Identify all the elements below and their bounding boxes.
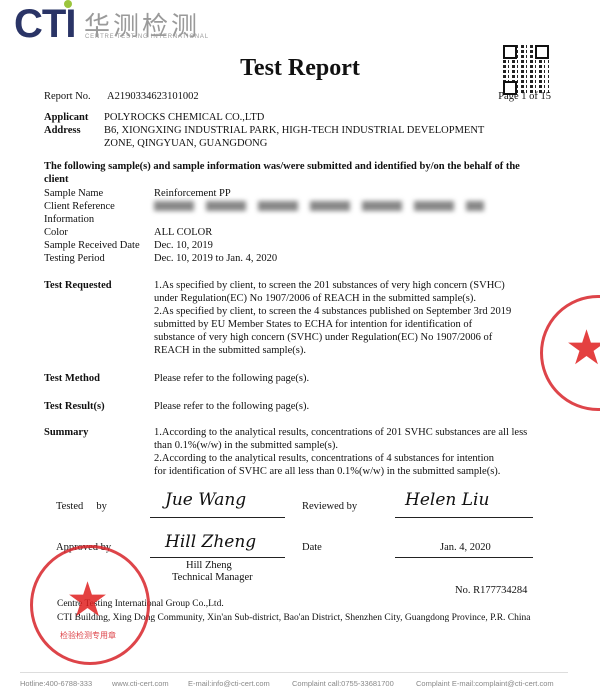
test-requested-line: submitted by EU Member States to ECHA fo…: [154, 319, 473, 330]
address-line: ZONE, QINGYUAN, GUANGDONG: [104, 138, 268, 149]
date: Jan. 4, 2020: [440, 542, 491, 553]
official-stamp-partial: ★: [540, 295, 600, 411]
test-requested-line: REACH in the submitted sample(s).: [154, 345, 306, 356]
footer-hotline: Hotline:400-6788-333: [20, 679, 93, 688]
test-requested-line: 2.As specified by client, to screen the …: [154, 306, 512, 317]
sample-value: Reinforcement PP: [154, 188, 231, 199]
footer-complaint-call: Complaint call:0755-33681700: [292, 679, 394, 688]
approver-title: Technical Manager: [172, 572, 253, 583]
summary-line: than 0.1%(w/w) in the submitted sample(s…: [154, 440, 339, 451]
sample-value: Dec. 10, 2019 to Jan. 4, 2020: [154, 253, 278, 264]
approved-by-signature: Hill Zheng: [165, 532, 257, 552]
sample-label: Sample Received Date: [44, 240, 140, 251]
footer-website[interactable]: www.cti-cert.com: [112, 679, 169, 688]
sample-value: ALL COLOR: [154, 227, 213, 238]
summary-line: 2.According to the analytical results, c…: [154, 453, 494, 464]
star-icon: ★: [66, 574, 110, 627]
test-requested-line: 1.As specified by client, to screen the …: [154, 280, 505, 291]
sample-label: Testing Period: [44, 253, 105, 264]
company-address: CTI Building, Xing Dong Community, Xin'a…: [57, 613, 531, 623]
footer-complaint-email[interactable]: Complaint E-mail:complaint@cti-cert.com: [416, 679, 554, 688]
official-stamp: ★ 检验检测专用章: [30, 545, 150, 665]
signature-line: [150, 517, 285, 518]
signature-line: [150, 557, 285, 558]
qr-code-icon[interactable]: [503, 45, 549, 95]
sample-value: Dec. 10, 2019: [154, 240, 213, 251]
sample-label: Sample Name: [44, 188, 104, 199]
approver-name: Hill Zheng: [186, 560, 232, 571]
sample-label: Information: [44, 214, 95, 225]
reviewed-by-label: Reviewed by: [302, 501, 358, 512]
test-requested-line: substance of very high concern (SVHC) un…: [154, 332, 493, 343]
summary-label: Summary: [44, 427, 89, 438]
signature-line: [395, 557, 533, 558]
summary-line: 1.According to the analytical results, c…: [154, 427, 528, 438]
test-result-label: Test Result(s): [44, 401, 105, 412]
test-method-label: Test Method: [44, 373, 100, 384]
signature-line: [395, 517, 533, 518]
logo-english: CENTRE TESTING INTERNATIONAL: [85, 34, 209, 40]
sample-intro: The following sample(s) and sample infor…: [44, 161, 520, 172]
footer-email[interactable]: E-mail:info@cti-cert.com: [188, 679, 270, 688]
report-no: A2190334623101002: [107, 91, 199, 102]
address-line: B6, XIONGXING INDUSTRIAL PARK, HIGH-TECH…: [104, 125, 485, 136]
summary-line: for identification of SVHC are all less …: [154, 466, 501, 477]
tested-by-label: Tested by: [56, 501, 107, 512]
cti-logo: CTI: [14, 2, 76, 46]
tested-by-signature: Jue Wang: [165, 490, 247, 510]
report-no-label: Report No.: [44, 91, 91, 102]
page-number: Page 1 of 15: [498, 91, 551, 102]
test-result: Please refer to the following page(s).: [154, 401, 310, 412]
date-label: Date: [302, 542, 322, 553]
sample-label: Client Reference: [44, 201, 115, 212]
applicant-label: Applicant: [44, 112, 89, 123]
sample-intro: client: [44, 174, 69, 185]
test-requested-line: under Regulation(EC) No 1907/2006 of REA…: [154, 293, 476, 304]
applicant: POLYROCKS CHEMICAL CO.,LTD: [104, 112, 265, 123]
page-title: Test Report: [240, 55, 360, 81]
reviewed-by-signature: Helen Liu: [405, 490, 490, 510]
stamp-text: 检验检测专用章: [60, 631, 116, 640]
client-reference-redacted: [154, 201, 484, 211]
address-label: Address: [44, 125, 81, 136]
test-requested-label: Test Requested: [44, 280, 112, 291]
sample-label: Color: [44, 227, 68, 238]
serial-number: No. R177734284: [455, 585, 528, 596]
star-icon: ★: [565, 322, 600, 375]
test-method: Please refer to the following page(s).: [154, 373, 310, 384]
logo-dot-icon: [64, 0, 72, 8]
footer-divider: [20, 672, 568, 673]
logo-chinese: 华测检测: [84, 12, 201, 42]
